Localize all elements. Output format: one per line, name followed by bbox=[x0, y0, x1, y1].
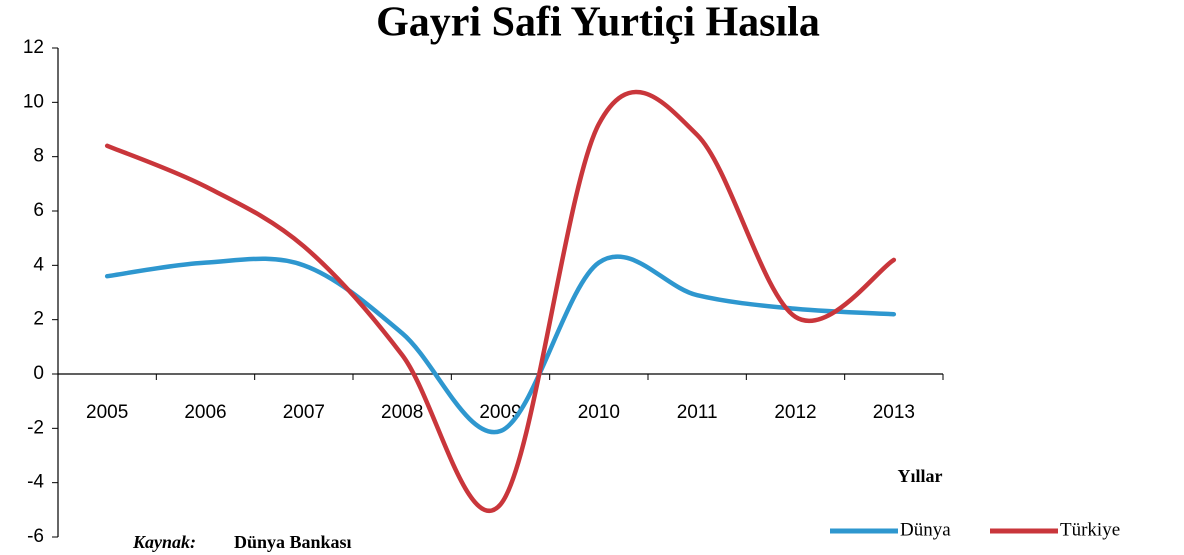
y-tick-label: 4 bbox=[33, 254, 44, 275]
y-tick-label: -6 bbox=[27, 526, 44, 547]
y-tick-label: 8 bbox=[33, 146, 44, 167]
x-tick-label: 2005 bbox=[86, 402, 128, 423]
legend-label: Türkiye bbox=[1060, 519, 1120, 540]
source: Dünya Bankası bbox=[234, 532, 352, 552]
line bbox=[104, 254, 897, 435]
y-tick-label: 10 bbox=[23, 91, 44, 112]
x-tick-label: 2006 bbox=[184, 402, 226, 423]
y-tick-label: -4 bbox=[27, 472, 44, 493]
x-tick-label: 2013 bbox=[873, 402, 915, 423]
x-tick-label: 2012 bbox=[774, 402, 816, 423]
y-tick-label: 6 bbox=[33, 200, 44, 221]
x-axis-label: Yıllar bbox=[898, 466, 943, 486]
x-tick-label: 2010 bbox=[578, 402, 620, 423]
chart-title: Gayri Safi Yurtiçi Hasıla bbox=[376, 0, 820, 46]
x-tick-label: 2009 bbox=[479, 402, 521, 423]
y-tick-label: 2 bbox=[33, 309, 44, 330]
y-tick-label: -2 bbox=[27, 417, 44, 438]
line bbox=[104, 89, 897, 513]
y-tick-label: 12 bbox=[23, 37, 44, 58]
x-tick-label: 2007 bbox=[283, 402, 325, 423]
x-tick-label: 2008 bbox=[381, 402, 423, 423]
legend-label: Dünya bbox=[900, 519, 951, 540]
source-label: Kaynak: bbox=[132, 532, 196, 552]
x-tick-label: 2011 bbox=[677, 402, 718, 423]
y-tick-label: 0 bbox=[33, 363, 44, 384]
